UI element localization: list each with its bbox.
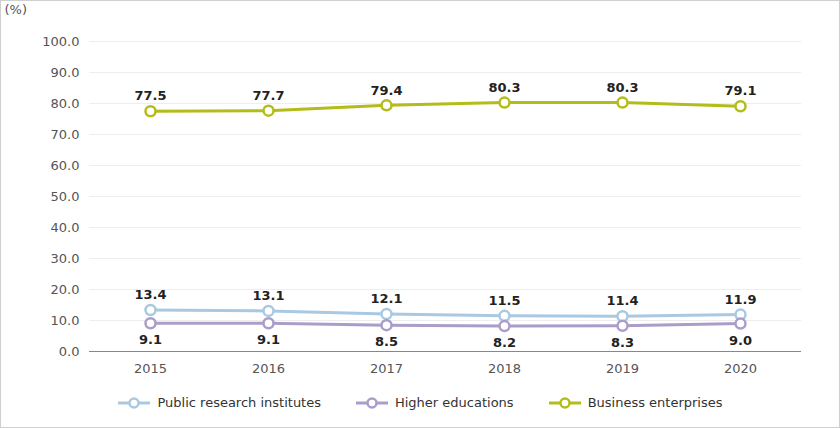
svg-text:30.0: 30.0 (51, 251, 80, 266)
svg-text:77.7: 77.7 (252, 88, 284, 103)
svg-text:0.0: 0.0 (59, 344, 80, 359)
svg-text:40.0: 40.0 (51, 220, 80, 235)
svg-text:9.1: 9.1 (139, 332, 162, 347)
svg-text:60.0: 60.0 (51, 158, 80, 173)
svg-text:20.0: 20.0 (51, 282, 80, 297)
svg-text:11.9: 11.9 (724, 292, 756, 307)
svg-text:9.1: 9.1 (257, 332, 280, 347)
svg-text:13.4: 13.4 (134, 287, 166, 302)
svg-text:2020: 2020 (724, 361, 757, 376)
svg-text:80.3: 80.3 (606, 80, 638, 95)
svg-text:80.3: 80.3 (488, 80, 520, 95)
svg-text:79.1: 79.1 (724, 83, 756, 98)
svg-text:8.3: 8.3 (611, 335, 634, 350)
svg-text:90.0: 90.0 (51, 65, 80, 80)
svg-text:79.4: 79.4 (370, 83, 402, 98)
svg-text:100.0: 100.0 (42, 34, 79, 49)
svg-text:80.0: 80.0 (51, 96, 80, 111)
html-text:Business enterprises: Business enterprises (587, 395, 723, 410)
svg-text:13.1: 13.1 (252, 288, 284, 303)
html-text:Higher educations: Higher educations (395, 395, 514, 410)
svg-text:(%): (%) (5, 2, 28, 17)
svg-text:2018: 2018 (488, 361, 521, 376)
svg-text:70.0: 70.0 (51, 127, 80, 142)
svg-text:11.5: 11.5 (488, 293, 520, 308)
svg-text:9.0: 9.0 (729, 333, 752, 348)
svg-text:2019: 2019 (606, 361, 639, 376)
svg-text:11.4: 11.4 (606, 293, 638, 308)
svg-text:2017: 2017 (370, 361, 403, 376)
svg-text:10.0: 10.0 (51, 313, 80, 328)
svg-text:8.2: 8.2 (493, 335, 516, 350)
svg-text:8.5: 8.5 (375, 334, 398, 349)
svg-text:77.5: 77.5 (134, 88, 166, 103)
svg-text:12.1: 12.1 (370, 291, 402, 306)
svg-text:50.0: 50.0 (51, 189, 80, 204)
svg-text:2015: 2015 (134, 361, 167, 376)
html-text:Public research institutes: Public research institutes (157, 395, 321, 410)
svg-text:2016: 2016 (252, 361, 285, 376)
